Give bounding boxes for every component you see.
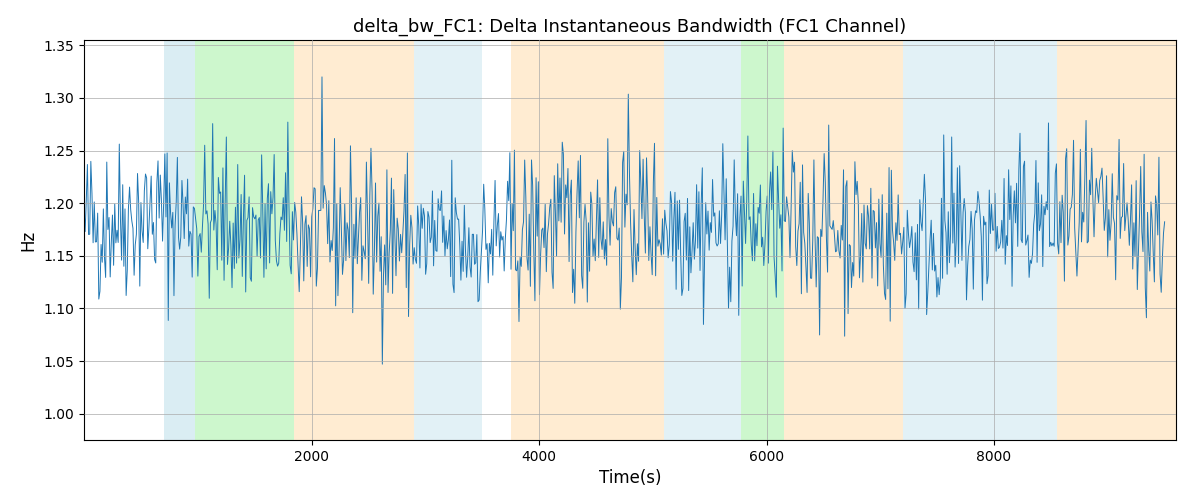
Bar: [664, 40, 721, 440]
Bar: [784, 40, 904, 440]
Bar: [904, 40, 971, 440]
Bar: [1056, 40, 1176, 440]
Bar: [721, 40, 742, 440]
Title: delta_bw_FC1: Delta Instantaneous Bandwidth (FC1 Channel): delta_bw_FC1: Delta Instantaneous Bandwi…: [353, 18, 907, 36]
X-axis label: Time(s): Time(s): [599, 470, 661, 488]
Y-axis label: Hz: Hz: [20, 230, 38, 250]
Bar: [742, 40, 784, 440]
Bar: [971, 40, 1056, 440]
Bar: [196, 40, 294, 440]
Bar: [510, 40, 664, 440]
Bar: [294, 40, 414, 440]
Bar: [414, 40, 482, 440]
Bar: [163, 40, 196, 440]
